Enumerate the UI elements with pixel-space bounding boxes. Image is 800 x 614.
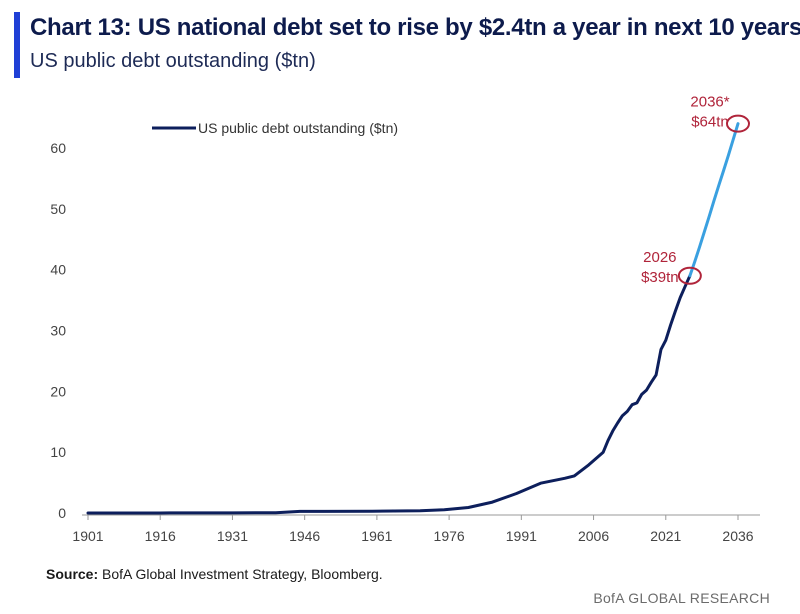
x-tick-label: 1991	[506, 528, 537, 544]
chart-title: Chart 13: US national debt set to rise b…	[30, 14, 800, 41]
y-axis: 0 10 20 30 40 50 60	[50, 140, 66, 521]
y-tick-label: 60	[50, 140, 66, 156]
source-text: BofA Global Investment Strategy, Bloombe…	[98, 566, 383, 582]
annotation-value: $64tn	[691, 114, 729, 131]
series-lines	[86, 122, 740, 515]
x-axis: 1901 1916 1931 1946 1961 1976 1991 2006 2021 2036	[72, 515, 754, 544]
legend: US public debt outstanding ($tn)	[152, 120, 398, 136]
projection-series-line	[688, 122, 740, 278]
legend-label: US public debt outstanding ($tn)	[198, 120, 398, 136]
y-tick-label: 10	[50, 444, 66, 460]
y-tick-label: 40	[50, 262, 66, 278]
x-tick-label: 1916	[145, 528, 176, 544]
source-note: Source: BofA Global Investment Strategy,…	[46, 566, 383, 582]
chart-subtitle: US public debt outstanding ($tn)	[30, 50, 316, 72]
x-tick-label: 1901	[72, 528, 103, 544]
source-label: Source:	[46, 566, 99, 582]
title-accent-bar	[14, 12, 20, 78]
annotation-circle	[726, 114, 750, 133]
y-tick-label: 50	[50, 201, 66, 217]
y-tick-label: 0	[58, 505, 66, 521]
annotation-year: 2036*	[690, 94, 729, 111]
x-tick-label: 1946	[289, 528, 320, 544]
annotations: 2026 $39tn 2036* $64tn	[641, 94, 750, 286]
brand-logo-text: BofA GLOBAL RESEARCH	[593, 590, 770, 606]
x-tick-label: 2021	[650, 528, 681, 544]
y-tick-label: 30	[50, 323, 66, 339]
annotation-circle	[677, 266, 702, 285]
x-tick-label: 1931	[217, 528, 248, 544]
annotation-value: $39tn	[641, 269, 679, 286]
x-tick-label: 2006	[578, 528, 609, 544]
historical-series-line	[86, 274, 692, 515]
x-tick-label: 2036	[722, 528, 753, 544]
annotation-year: 2026	[643, 249, 676, 266]
x-tick-label: 1976	[434, 528, 465, 544]
x-tick-label: 1961	[361, 528, 392, 544]
y-tick-label: 20	[50, 383, 66, 399]
